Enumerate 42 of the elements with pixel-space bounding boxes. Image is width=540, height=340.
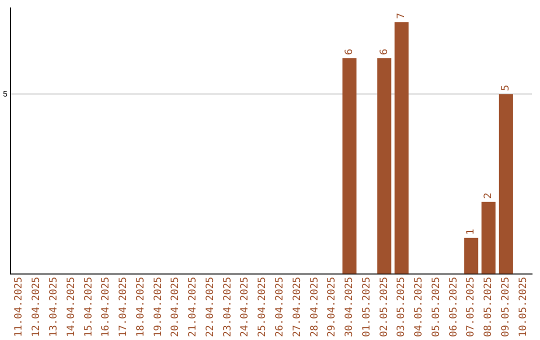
- x-tick-label: 21.04.2025: [188, 276, 199, 338]
- x-tick-label: 10.05.2025: [518, 276, 529, 338]
- x-tick-label: 11.04.2025: [14, 276, 25, 338]
- data-label: 5: [500, 84, 512, 92]
- x-tick-label: 15.04.2025: [83, 276, 94, 338]
- x-tick-label: 23.04.2025: [222, 276, 234, 338]
- bar: [464, 238, 478, 274]
- data-label: 6: [344, 48, 356, 56]
- bar: [394, 22, 409, 274]
- x-tick-label: 01.05.2025: [361, 276, 372, 338]
- x-tick-label: 06.05.2025: [448, 276, 460, 338]
- x-tick-label: 28.04.2025: [309, 276, 320, 338]
- data-label: 6: [378, 48, 390, 56]
- data-label: 7: [396, 12, 408, 20]
- x-tick-label: 05.05.2025: [430, 276, 442, 338]
- bar: [377, 58, 392, 274]
- x-tick-label: 19.04.2025: [152, 276, 164, 338]
- x-tick-label: 16.04.2025: [100, 276, 112, 338]
- x-tick-label: 07.05.2025: [466, 276, 477, 338]
- x-tick-label: 14.04.2025: [66, 276, 77, 338]
- data-label: 2: [483, 192, 494, 199]
- x-tick-label: 03.05.2025: [396, 276, 408, 338]
- x-tick-label: 12.04.2025: [31, 276, 42, 338]
- bar: [498, 94, 513, 274]
- bar: [482, 202, 496, 274]
- x-tick-label: 20.04.2025: [170, 276, 182, 338]
- x-tick-label: 02.05.2025: [378, 276, 390, 338]
- x-tick-label: 04.05.2025: [414, 276, 425, 338]
- x-tick-label: 24.04.2025: [240, 276, 251, 338]
- x-tick-label: 26.04.2025: [274, 276, 286, 338]
- x-tick-label: 27.04.2025: [292, 276, 303, 338]
- x-tick-label: 08.05.2025: [483, 276, 494, 338]
- x-tick-label: 25.04.2025: [257, 276, 268, 338]
- x-tick-label: 13.04.2025: [48, 276, 60, 338]
- x-tick-label: 22.04.2025: [204, 276, 216, 338]
- x-tick-label: 17.04.2025: [118, 276, 130, 338]
- bar: [342, 58, 356, 274]
- x-tick-label: 09.05.2025: [500, 276, 512, 338]
- x-tick-label: 29.04.2025: [326, 276, 338, 338]
- x-tick-label: 30.04.2025: [344, 276, 356, 338]
- x-tick-label: 18.04.2025: [135, 276, 146, 338]
- data-label: 1: [466, 228, 477, 235]
